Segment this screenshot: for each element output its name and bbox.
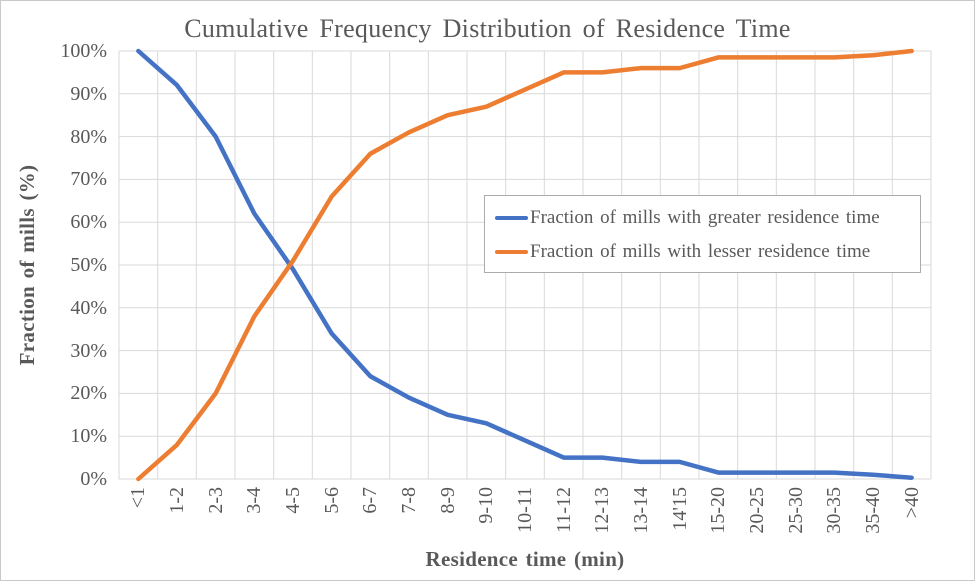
x-tick-label: >40 <box>900 487 923 519</box>
x-tick-label: 14'15 <box>668 487 691 531</box>
x-tick-label: <1 <box>127 487 150 509</box>
legend-swatch-orange-line <box>495 250 528 254</box>
y-tick-label: 90% <box>70 82 107 105</box>
x-tick-label: 2-3 <box>204 487 227 514</box>
series-line-lesser[interactable] <box>136 48 914 482</box>
x-tick-label: 3-4 <box>243 487 266 514</box>
x-tick-label: 12-13 <box>591 487 614 534</box>
legend-entry-greater[interactable]: Fraction of mills with greater residence… <box>495 201 920 235</box>
x-tick-label: 10-11 <box>514 487 536 533</box>
y-tick-label: 100% <box>60 40 107 62</box>
x-tick-label: 11-12 <box>552 487 575 533</box>
y-tick-label: 80% <box>70 125 107 148</box>
y-tick-label: 60% <box>70 211 107 234</box>
x-tick-label: 25-30 <box>784 487 807 534</box>
x-tick-label: 5-6 <box>320 487 343 514</box>
x-tick-label: 13-14 <box>630 487 652 534</box>
y-tick-label: 40% <box>70 296 107 319</box>
x-tick-label: 1-2 <box>166 487 188 514</box>
y-tick-label: 0% <box>80 468 107 490</box>
y-tick-label: 70% <box>70 168 107 191</box>
x-tick-label: 8-9 <box>436 487 459 514</box>
legend[interactable]: Fraction of mills with greater residence… <box>484 195 921 273</box>
series-line-greater[interactable] <box>136 48 914 480</box>
x-tick-label: 35-40 <box>862 487 884 534</box>
legend-label: Fraction of mills with greater residence… <box>530 207 880 228</box>
x-tick-label: 30-35 <box>823 487 846 534</box>
x-tick-label: 7-8 <box>398 487 420 514</box>
legend-entry-lesser[interactable]: Fraction of mills with lesser residence … <box>495 235 920 269</box>
x-axis-title: Residence time (min) <box>425 547 625 571</box>
x-tick-label: 6-7 <box>359 487 382 514</box>
legend-label: Fraction of mills with lesser residence … <box>530 241 871 262</box>
x-tick-label: 20-25 <box>746 487 768 534</box>
y-tick-label: 10% <box>70 425 107 448</box>
x-tick-label: 9-10 <box>475 487 498 524</box>
y-tick-label: 20% <box>70 382 107 405</box>
chart-title: Cumulative Frequency Distribution of Res… <box>184 14 791 43</box>
x-tick-label: 15-20 <box>707 487 730 534</box>
legend-swatch-blue-line <box>495 216 528 220</box>
x-tick-label: 4-5 <box>282 487 304 514</box>
y-tick-label: 30% <box>70 339 107 362</box>
y-tick-label: 50% <box>70 254 107 276</box>
